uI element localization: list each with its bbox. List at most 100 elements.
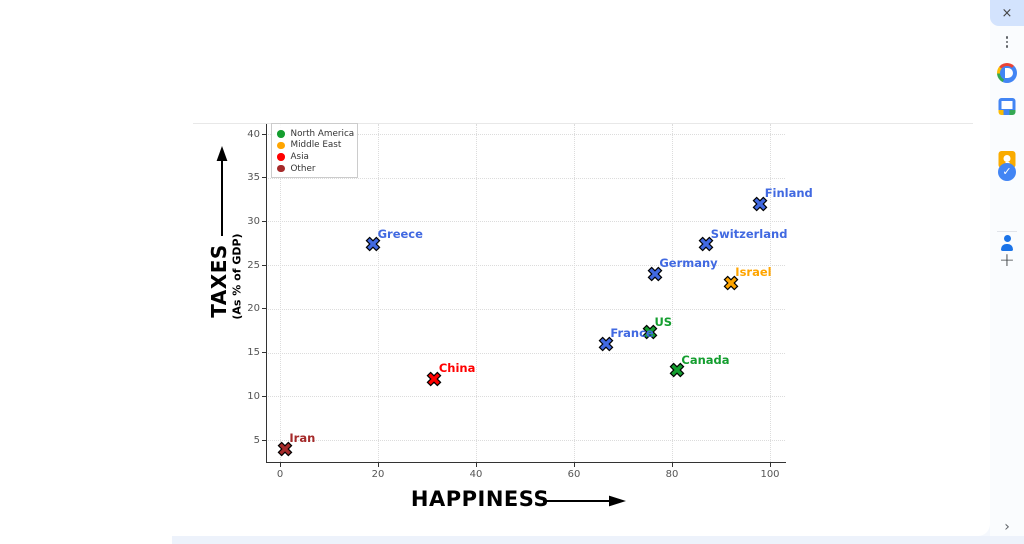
bottom-scrollbar-track[interactable] (172, 536, 1024, 544)
gridline-x (574, 124, 575, 462)
x-tick (573, 463, 575, 467)
close-icon: × (1001, 5, 1013, 21)
add-button[interactable]: + (990, 248, 1024, 272)
gridline-x (770, 124, 771, 462)
data-point-label-israel: Israel (735, 265, 772, 280)
y-tick (262, 133, 266, 135)
add-icon: + (999, 249, 1015, 271)
data-point-label-china: China (438, 361, 476, 376)
x-tick-label: 60 (567, 469, 581, 480)
tasks-icon[interactable]: ✓ (998, 163, 1016, 181)
y-tick (262, 395, 266, 397)
page-divider (193, 123, 973, 124)
legend-swatch-icon (277, 141, 285, 150)
data-point-label-iran: Iran (289, 431, 316, 446)
y-tick-label: 40 (247, 128, 260, 140)
data-point-label-germany: Germany (659, 256, 718, 271)
page-corner-patch (0, 536, 172, 544)
y-tick-label: 10 (247, 390, 260, 402)
data-point-iran (277, 441, 293, 461)
data-point-china (426, 371, 442, 391)
gridline-y (266, 396, 785, 398)
data-point-label-finland: Finland (764, 186, 813, 201)
legend-item-other: Other (277, 163, 353, 175)
y-tick (262, 308, 266, 310)
gridline-x (476, 124, 477, 462)
check-icon: ✓ (1002, 165, 1012, 178)
legend-item-north-america: North America (277, 128, 355, 140)
gridline-y (266, 440, 785, 441)
x-axis-spine (266, 462, 786, 464)
x-tick-label: 80 (665, 469, 679, 480)
y-tick-label: 30 (247, 215, 260, 227)
close-button[interactable]: × (990, 0, 1024, 26)
legend-label: Asia (290, 151, 309, 162)
x-tick (671, 463, 673, 467)
data-point-label-canada: Canada (681, 352, 730, 367)
data-point-france (598, 336, 614, 356)
y-tick (262, 264, 266, 266)
expand-panel-button[interactable]: › (990, 517, 1024, 537)
x-tick-label: 20 (371, 469, 385, 480)
x-tick-label: 40 (469, 469, 483, 480)
x-tick (769, 463, 771, 467)
data-point-switzerland (698, 236, 714, 256)
x-axis-label: HAPPINESS (410, 487, 550, 511)
y-tick (262, 220, 266, 222)
y-tick-label: 20 (247, 303, 260, 315)
legend-swatch-icon (277, 153, 285, 161)
data-point-canada (669, 362, 685, 382)
y-axis-arrow-icon (216, 146, 228, 236)
y-tick-label: 5 (253, 434, 260, 446)
y-axis-spine (266, 124, 268, 462)
x-tick (475, 463, 477, 467)
gridline-y (266, 177, 785, 179)
browser-side-panel: × ✓ + › (990, 0, 1024, 536)
chevron-right-icon: › (1004, 519, 1010, 535)
legend-label: Middle East (290, 140, 342, 151)
legend-swatch-icon (277, 164, 285, 173)
data-point-us (642, 324, 658, 344)
y-tick-label: 35 (247, 172, 260, 184)
y-tick-label: 25 (247, 259, 260, 271)
y-tick (262, 352, 266, 354)
x-tick-label: 0 (276, 469, 284, 480)
data-point-israel (723, 275, 739, 295)
data-point-label-france: France (610, 326, 654, 341)
data-point-label-us: US (654, 314, 673, 329)
round-multicolor-app-icon[interactable] (997, 63, 1017, 83)
chart-legend: North America Middle East Asia Other (271, 123, 358, 179)
panel-divider (997, 231, 1017, 232)
gridline-y (266, 134, 785, 135)
report-page: TAXES (As % of GDP) HAPPINESS North Amer… (193, 123, 973, 511)
x-tick (279, 463, 281, 467)
gridline-x (378, 124, 379, 462)
x-tick (377, 463, 379, 467)
gridline-y (266, 308, 785, 310)
legend-label: Other (290, 163, 316, 174)
x-axis-arrow-icon (543, 495, 626, 507)
legend-label: North America (290, 128, 355, 139)
data-point-finland (752, 196, 768, 216)
y-axis-sublabel: (As % of GDP) (230, 233, 244, 320)
x-tick-label: 100 (760, 469, 780, 480)
data-point-label-switzerland: Switzerland (710, 226, 788, 241)
gridline-x (280, 124, 281, 462)
y-tick (262, 177, 266, 179)
gridline-x (672, 124, 673, 462)
contacts-icon[interactable] (998, 234, 1016, 252)
panel-menu-button[interactable] (990, 34, 1024, 50)
legend-item-asia: Asia (277, 151, 353, 163)
legend-swatch-icon (277, 130, 285, 138)
gridline-y (266, 352, 785, 354)
data-point-greece (365, 236, 381, 256)
y-tick (262, 439, 266, 441)
y-tick-label: 15 (247, 347, 260, 359)
gridline-y (266, 265, 785, 267)
calendar-icon[interactable] (998, 98, 1016, 115)
data-point-label-greece: Greece (377, 226, 423, 241)
gridline-y (266, 221, 785, 223)
legend-item-middle-east: Middle East (277, 140, 353, 152)
data-point-germany (647, 266, 663, 286)
